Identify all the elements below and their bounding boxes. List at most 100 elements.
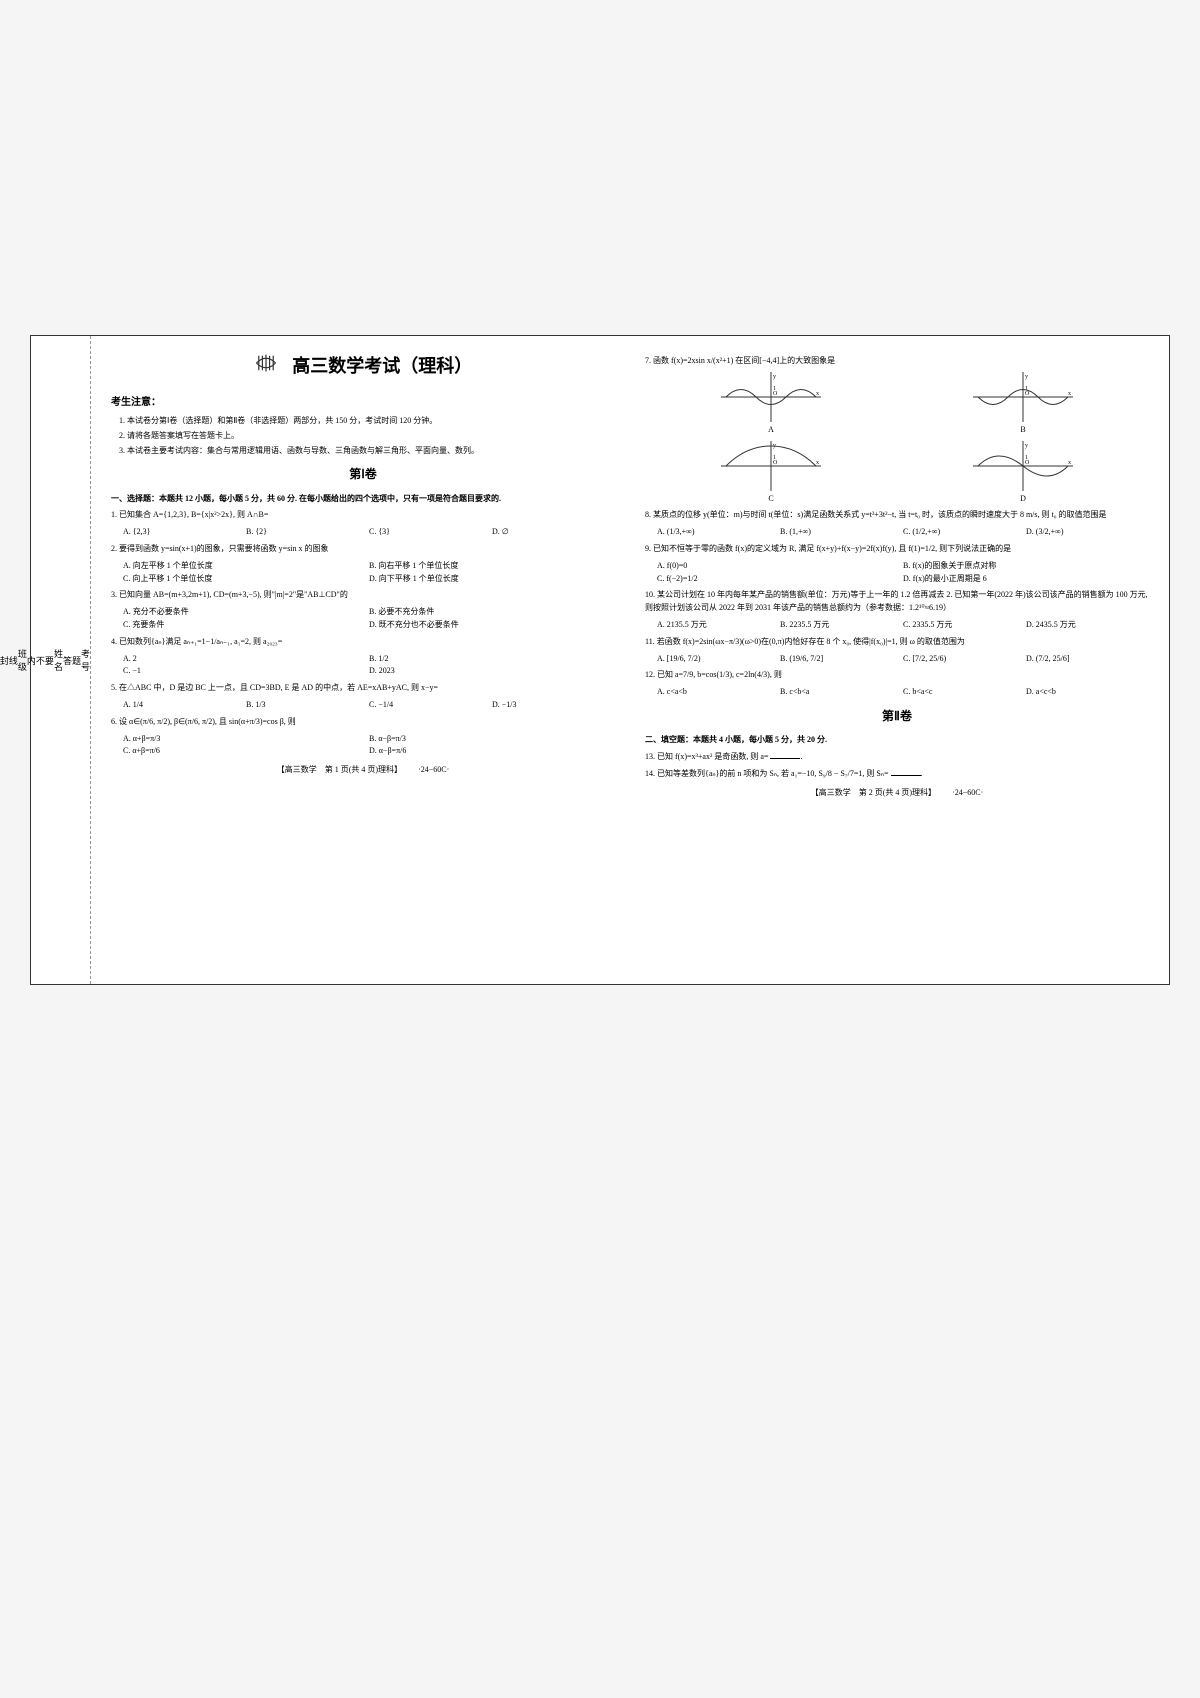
option: D. (7/2, 25/6] xyxy=(1026,653,1149,666)
option: A. 向左平移 1 个单位长度 xyxy=(123,560,369,573)
option: D. 2435.5 万元 xyxy=(1026,619,1149,632)
option: A. α+β=π/3 xyxy=(123,733,369,746)
notice-item: 1. 本试卷分第Ⅰ卷（选择题）和第Ⅱ卷（非选择题）两部分，共 150 分，考试时… xyxy=(111,415,615,428)
options: A. 向左平移 1 个单位长度B. 向右平移 1 个单位长度C. 向上平移 1 … xyxy=(123,560,615,586)
q-num: 13. xyxy=(645,752,655,761)
option: B. 1/3 xyxy=(246,699,369,712)
svg-text:1: 1 xyxy=(1025,455,1028,461)
option: C. −1 xyxy=(123,665,369,678)
svg-text:y: y xyxy=(1025,443,1028,449)
q-num: 14. xyxy=(645,769,655,778)
exam-page: 考号 题 答 姓名 要 不 内 班级 线 封 密 学校 高三数学考试（理科） 考… xyxy=(30,335,1170,985)
options: A. (1/3,+∞)B. (1,+∞)C. (1/2,+∞)D. (3/2,+… xyxy=(657,526,1149,539)
graph-box: xyO1B xyxy=(973,372,1073,437)
option: B. (1,+∞) xyxy=(780,526,903,539)
question: 2. 要得到函数 y=sin(x+1)的图象，只需要将函数 y=sin x 的图… xyxy=(111,543,615,556)
graph-row: xyO1CxyO1D xyxy=(645,441,1149,506)
option: C. α+β=π/6 xyxy=(123,745,369,758)
option: A. 2 xyxy=(123,653,369,666)
option: C. {3} xyxy=(369,526,492,539)
graph-box: xyO1C xyxy=(721,441,821,506)
part2-desc: 二、填空题：本题共 4 小题，每小题 5 分，共 20 分. xyxy=(645,734,1149,747)
footer-text: 【高三数学 第 2 页(共 4 页)理科】 xyxy=(811,788,936,797)
question: 9. 已知不恒等于零的函数 f(x)的定义域为 R, 满足 f(x+y)+f(x… xyxy=(645,543,1149,556)
option: B. 1/2 xyxy=(369,653,615,666)
options: A. α+β=π/3B. α−β=π/3C. α+β=π/6D. α−β=π/6 xyxy=(123,733,615,759)
sidebar-mark: 不 xyxy=(36,654,45,667)
q-text: 已知等差数列{aₙ}的前 n 项和为 Sₙ, 若 a₁=−10, S₉/8 − … xyxy=(657,769,889,778)
option: D. 既不充分也不必要条件 xyxy=(369,619,615,632)
option: B. f(x)的图象关于原点对称 xyxy=(903,560,1149,573)
logo-icon xyxy=(254,351,278,385)
option: B. {2} xyxy=(246,526,369,539)
options: A. f(0)=0B. f(x)的图象关于原点对称C. f(−2)=1/2D. … xyxy=(657,560,1149,586)
options: A. 充分不必要条件B. 必要不充分条件C. 充要条件D. 既不充分也不必要条件 xyxy=(123,606,615,632)
graph-box: xyO1D xyxy=(973,441,1073,506)
option: C. f(−2)=1/2 xyxy=(657,573,903,586)
fill-question: 14. 已知等差数列{aₙ}的前 n 项和为 Sₙ, 若 a₁=−10, S₉/… xyxy=(645,768,1149,781)
option: C. [7/2, 25/6) xyxy=(903,653,1026,666)
notice-item: 2. 请将各题答案填写在答题卡上。 xyxy=(111,430,615,443)
left-column: 高三数学考试（理科） 考生注意： 1. 本试卷分第Ⅰ卷（选择题）和第Ⅱ卷（非选择… xyxy=(111,351,615,969)
notice-title: 考生注意： xyxy=(111,395,615,411)
option: A. f(0)=0 xyxy=(657,560,903,573)
right-footer: 【高三数学 第 2 页(共 4 页)理科】 ·24−60C· xyxy=(645,787,1149,800)
part1-title: 第Ⅰ卷 xyxy=(111,465,615,484)
svg-text:1: 1 xyxy=(773,386,776,392)
svg-text:x: x xyxy=(1068,391,1071,397)
options: A. {2,3}B. {2}C. {3}D. ∅ xyxy=(123,526,615,539)
option: A. 1/4 xyxy=(123,699,246,712)
sidebar-mark: 内 xyxy=(27,654,36,667)
svg-text:x: x xyxy=(816,391,819,397)
option: B. α−β=π/3 xyxy=(369,733,615,746)
graph-label: A xyxy=(721,424,821,437)
graph-row: xyO1AxyO1B xyxy=(645,372,1149,437)
sidebar-mark: 要 xyxy=(45,654,54,667)
sidebar-field: 考号 xyxy=(81,647,90,673)
sidebar-field: 姓名 xyxy=(54,647,63,673)
q-text: 已知 f(x)=x³+ax² 是奇函数, 则 a= xyxy=(657,752,768,761)
graph-label: C xyxy=(721,493,821,506)
option: A. [19/6, 7/2) xyxy=(657,653,780,666)
part1-desc: 一、选择题：本题共 12 小题，每小题 5 分，共 60 分. 在每小题给出的四… xyxy=(111,493,615,506)
question: 10. 某公司计划在 10 年内每年某产品的销售额(单位：万元)等于上一年的 1… xyxy=(645,589,1149,615)
option: D. α−β=π/6 xyxy=(369,745,615,758)
option: B. 向右平移 1 个单位长度 xyxy=(369,560,615,573)
left-questions: 1. 已知集合 A={1,2,3}, B={x|x²>2x}, 则 A∩B=A.… xyxy=(111,509,615,758)
left-footer: 【高三数学 第 1 页(共 4 页)理科】 ·24−60C· xyxy=(111,764,615,777)
option: D. −1/3 xyxy=(492,699,615,712)
option: C. b<a<c xyxy=(903,686,1026,699)
sidebar-mark: 题 xyxy=(72,654,81,667)
option: B. c<b<a xyxy=(780,686,903,699)
option: A. {2,3} xyxy=(123,526,246,539)
option: A. 充分不必要条件 xyxy=(123,606,369,619)
svg-text:x: x xyxy=(816,460,819,466)
option: C. 2335.5 万元 xyxy=(903,619,1026,632)
option: A. 2135.5 万元 xyxy=(657,619,780,632)
option: B. 必要不充分条件 xyxy=(369,606,615,619)
footer-code: ·24−60C· xyxy=(418,765,449,774)
question: 6. 设 α∈(π/6, π/2), β∈(π/6, π/2), 且 sin(α… xyxy=(111,716,615,729)
binding-sidebar: 考号 题 答 姓名 要 不 内 班级 线 封 密 学校 xyxy=(31,336,91,984)
options: A. 1/4B. 1/3C. −1/4D. −1/3 xyxy=(123,699,615,712)
question: 3. 已知向量 AB=(m+3,2m+1), CD=(m+3,−5), 则"|m… xyxy=(111,589,615,602)
question: 12. 已知 a=7/9, b=cos(1/3), c=2ln(4/3), 则 xyxy=(645,669,1149,682)
right-column: 7. 函数 f(x)=2xsin x/(x²+1) 在区间[−4,4]上的大致图… xyxy=(645,351,1149,969)
footer-text: 【高三数学 第 1 页(共 4 页)理科】 xyxy=(277,765,402,774)
exam-title: 高三数学考试（理科） xyxy=(111,351,615,385)
options: A. c<a<bB. c<b<aC. b<a<cD. a<c<b xyxy=(657,686,1149,699)
option: D. f(x)的最小正周期是 6 xyxy=(903,573,1149,586)
fill-question: 13. 已知 f(x)=x³+ax² 是奇函数, 则 a= . xyxy=(645,751,1149,764)
svg-text:y: y xyxy=(1025,374,1028,380)
question: 5. 在△ABC 中，D 是边 BC 上一点，且 CD=3BD, E 是 AD … xyxy=(111,682,615,695)
option: C. (1/2,+∞) xyxy=(903,526,1026,539)
svg-text:x: x xyxy=(1068,460,1071,466)
part2-title: 第Ⅱ卷 xyxy=(645,707,1149,726)
option: C. 向上平移 1 个单位长度 xyxy=(123,573,369,586)
right-questions: 7. 函数 f(x)=2xsin x/(x²+1) 在区间[−4,4]上的大致图… xyxy=(645,355,1149,699)
options: A. 2135.5 万元B. 2235.5 万元C. 2335.5 万元D. 2… xyxy=(657,619,1149,632)
graph-label: D xyxy=(973,493,1073,506)
sidebar-mark: 封 xyxy=(0,654,9,667)
option: D. 向下平移 1 个单位长度 xyxy=(369,573,615,586)
notice-item: 3. 本试卷主要考试内容：集合与常用逻辑用语、函数与导数、三角函数与解三角形、平… xyxy=(111,445,615,458)
